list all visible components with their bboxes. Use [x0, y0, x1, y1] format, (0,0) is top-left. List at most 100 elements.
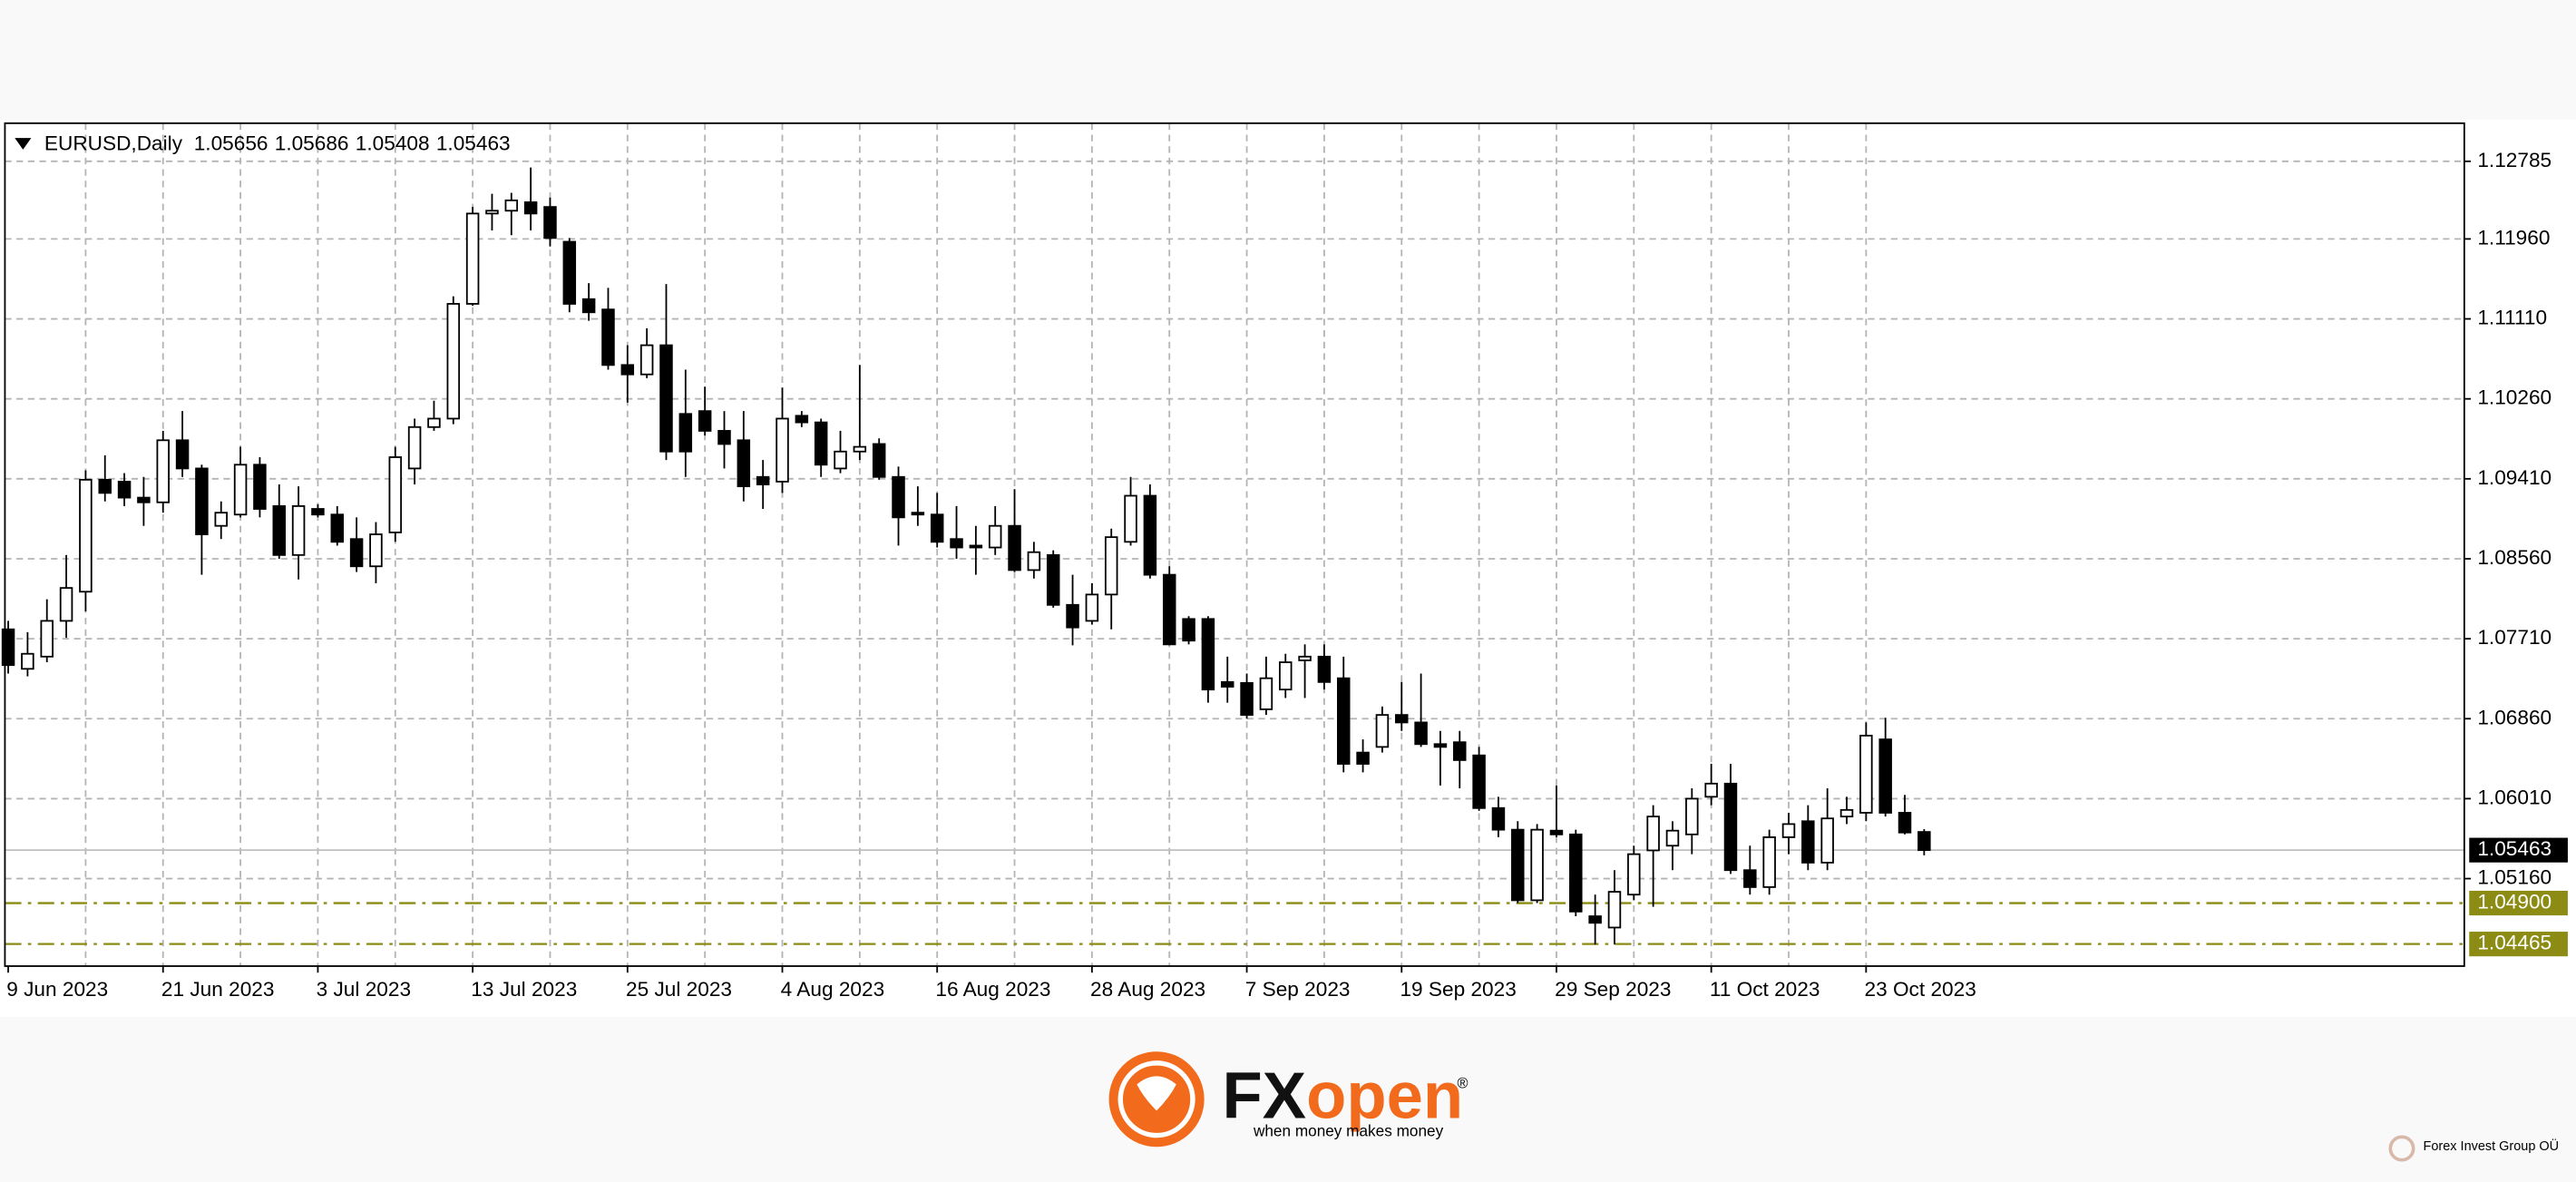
- candle-body-up: [1375, 714, 1390, 748]
- candle-body-down: [717, 430, 731, 445]
- candle-body-down: [1182, 618, 1195, 642]
- candle-body-up: [1781, 823, 1796, 838]
- y-tick-label: 1.06010: [2477, 786, 2552, 808]
- candle-body-up: [639, 344, 654, 376]
- candle-body-down: [1008, 524, 1021, 571]
- x-tick-label: 4 Aug 2023: [781, 978, 884, 1001]
- company-name: Forex Invest Group OÜ: [2424, 1138, 2560, 1154]
- ohlc-high: 1.05686: [275, 132, 349, 154]
- x-tick-label: 19 Sep 2023: [1400, 978, 1516, 1001]
- candle-body-up: [504, 199, 519, 212]
- y-tick-label: 1.10260: [2477, 386, 2552, 409]
- current-price-box: [2469, 837, 2568, 863]
- chart-header: EURUSD,Daily 1.05656 1.05686 1.05408 1.05463: [44, 132, 511, 154]
- candle-body-down: [659, 344, 673, 453]
- candle-body-down: [1511, 828, 1525, 902]
- candle-body-down: [311, 508, 325, 516]
- candle-body-down: [1723, 782, 1738, 872]
- y-tick-label: 1.07710: [2477, 626, 2552, 649]
- y-tick-label: 1.06860: [2477, 706, 2552, 728]
- candle-body-up: [407, 425, 422, 470]
- logo-icon-bull: [1137, 1076, 1176, 1111]
- candle-body-up: [834, 450, 847, 470]
- candle-body-up: [1685, 797, 1699, 835]
- candle-body-down: [1046, 553, 1060, 606]
- candle-body-up: [1530, 828, 1544, 902]
- candle-body-down: [543, 206, 557, 239]
- x-tick-label: 11 Oct 2023: [1710, 978, 1820, 1001]
- y-tick-label: 1.05160: [2477, 866, 2552, 889]
- candle-body-up: [1607, 891, 1622, 929]
- candle-body-up: [214, 512, 228, 527]
- candle-body-down: [1066, 603, 1079, 629]
- candle-body-down: [253, 464, 267, 510]
- candle-body-up: [79, 478, 93, 593]
- logo-tagline: when money makes money: [1253, 1121, 1444, 1139]
- candle-body-up: [369, 533, 383, 568]
- candle-body-up: [427, 417, 441, 428]
- x-tick-label: 13 Jul 2023: [471, 978, 577, 1001]
- candle-body-down: [117, 481, 132, 499]
- candle-body-down: [349, 538, 364, 568]
- y-tick-label: 1.11960: [2477, 226, 2550, 249]
- candle-body-up: [853, 445, 867, 453]
- candle-body-down: [872, 443, 886, 478]
- candle-body-up: [1859, 735, 1873, 814]
- candle-body-up: [1646, 816, 1660, 852]
- candle-body-down: [1801, 820, 1815, 864]
- candle-body-up: [21, 652, 34, 670]
- ohlc-close: 1.05463: [436, 132, 511, 154]
- candle-body-up: [40, 620, 54, 658]
- symbol: EURUSD,Daily: [44, 132, 183, 154]
- logo-open: open: [1306, 1060, 1463, 1133]
- candle-body-down: [601, 308, 615, 366]
- candle-body-down: [1220, 680, 1234, 688]
- candle-body-down: [795, 415, 809, 424]
- candle-body-down: [737, 439, 751, 488]
- collapse-triangle: [15, 138, 32, 150]
- x-tick-label: 3 Jul 2023: [317, 978, 411, 1001]
- candle-body-up: [291, 505, 306, 556]
- x-tick-label: 29 Sep 2023: [1555, 978, 1671, 1001]
- candle-body-up: [1762, 836, 1776, 888]
- candle-body-down: [1453, 741, 1467, 761]
- candle-body-down: [1878, 738, 1892, 814]
- candle-body-down: [523, 201, 538, 215]
- candle-body-down: [1317, 655, 1332, 683]
- level-label: 1.04465: [2477, 932, 2552, 954]
- candle-body-down: [911, 512, 925, 516]
- level-label-box: [2469, 932, 2568, 957]
- candle-body-up: [1279, 661, 1293, 691]
- candle-body-down: [1588, 915, 1602, 924]
- x-tick-label: 21 Jun 2023: [161, 978, 275, 1001]
- plot-area: [1, 122, 2472, 973]
- x-tick-label: 23 Oct 2023: [1865, 978, 1976, 1001]
- candle-body-down: [1898, 812, 1912, 834]
- candle-body-down: [1472, 754, 1486, 809]
- candle-body-up: [485, 210, 499, 215]
- candle-body-down: [581, 298, 596, 314]
- candle-body-down: [620, 364, 635, 376]
- company-icon: [2388, 1135, 2415, 1162]
- candle-body-down: [195, 467, 209, 535]
- y-tick-label: 1.12785: [2477, 149, 2552, 171]
- candle-body-down: [1569, 833, 1583, 913]
- level-label: 1.04900: [2477, 891, 2552, 913]
- candle-body-up: [776, 417, 789, 483]
- candle-body-down: [1549, 829, 1564, 835]
- candle-body-up: [1820, 817, 1834, 864]
- candle-body-down: [1201, 618, 1215, 691]
- candle-body-down: [1743, 869, 1757, 888]
- candle-body-up: [1665, 829, 1680, 847]
- candle-body-down: [330, 513, 345, 543]
- candle-body-down: [756, 475, 770, 485]
- y-tick-label: 1.09410: [2477, 466, 2552, 489]
- y-tick-label: 1.11110: [2477, 307, 2547, 329]
- candle-body-up: [1124, 494, 1137, 543]
- candle-body-down: [1143, 494, 1157, 576]
- candle-body-down: [1240, 681, 1254, 717]
- candle-body-down: [930, 513, 944, 543]
- candle-body-down: [1162, 573, 1176, 646]
